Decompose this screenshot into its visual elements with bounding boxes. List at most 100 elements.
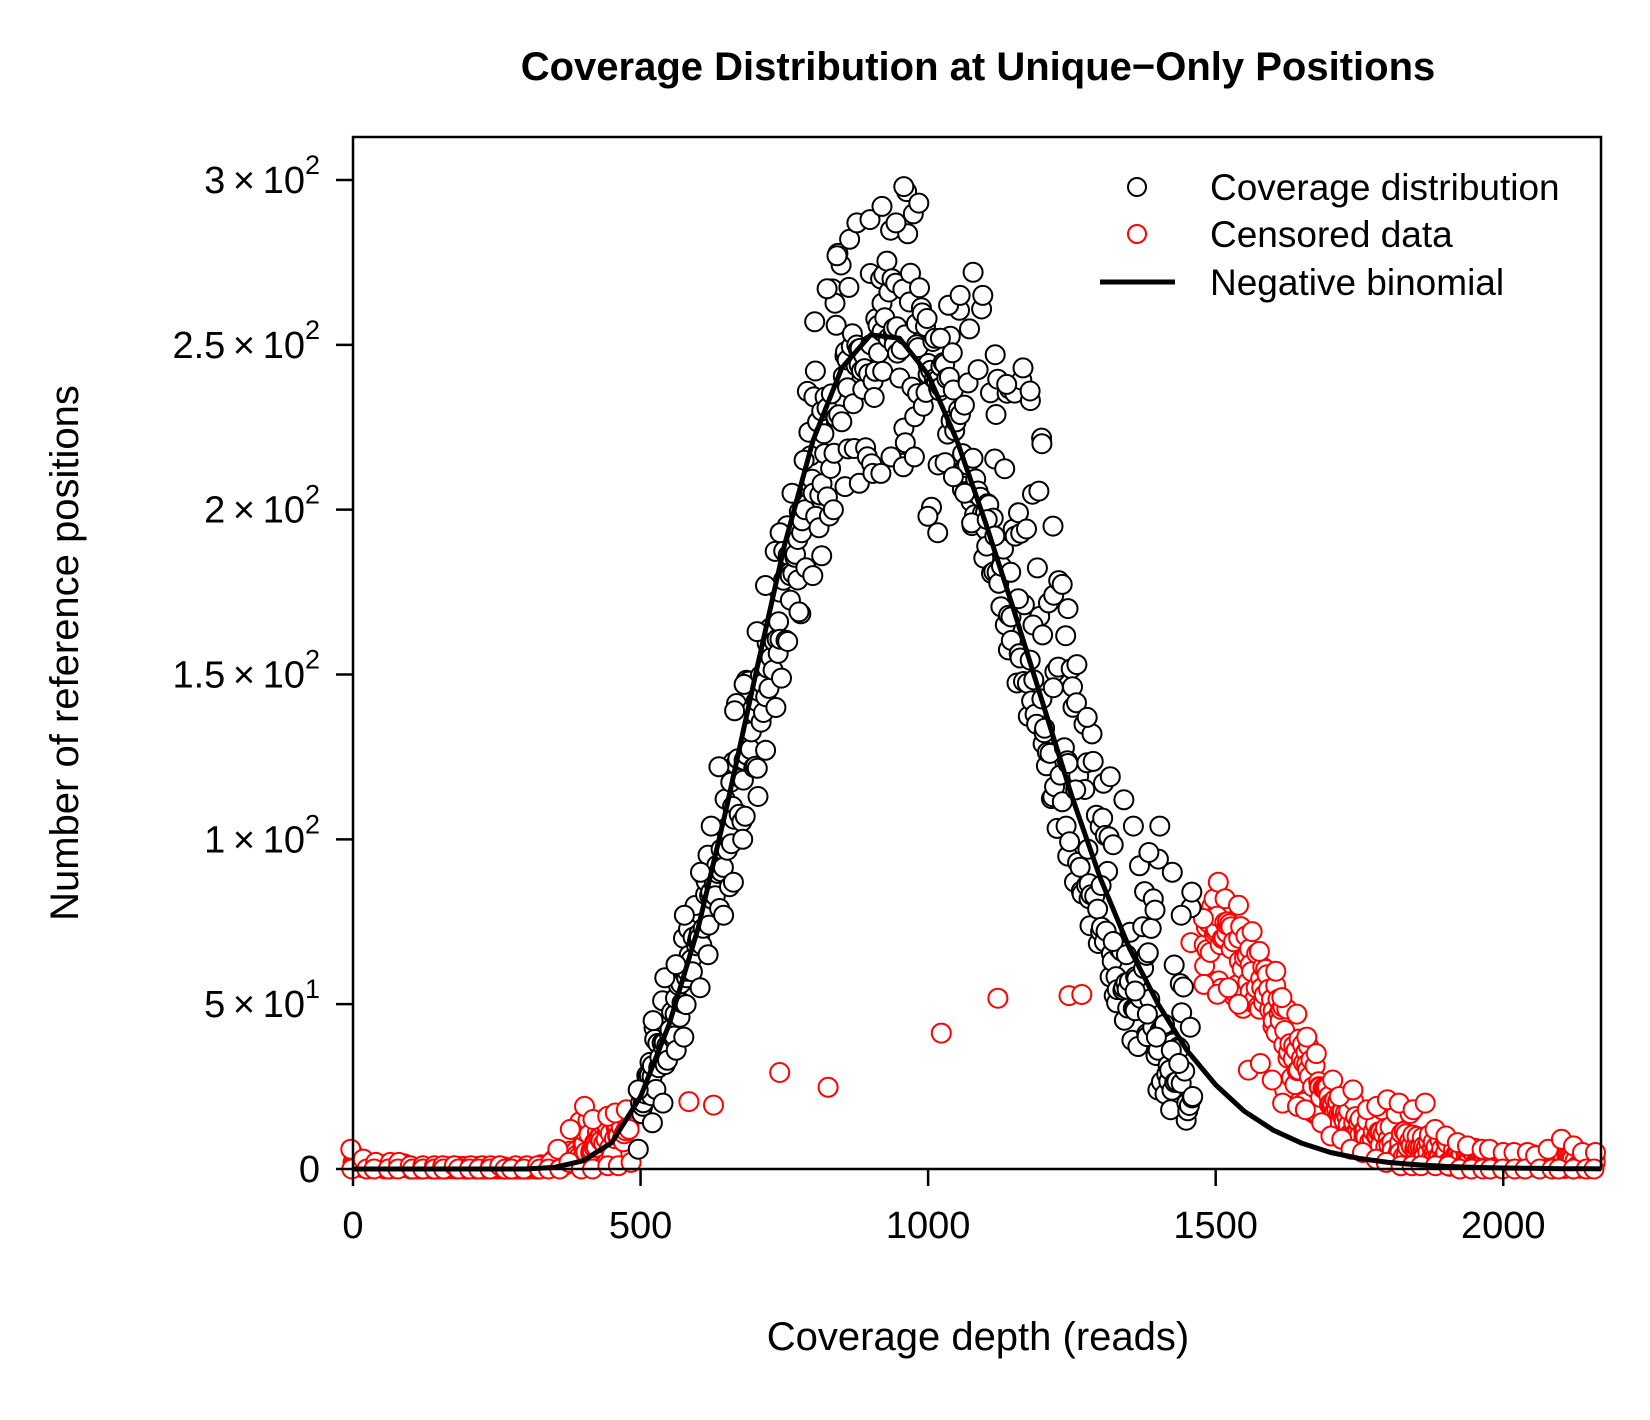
coverage-distribution-point [1172, 976, 1194, 998]
coverage-distribution-point [863, 387, 885, 408]
coverage-distribution-point [1149, 815, 1171, 837]
coverage-distribution-point [1102, 931, 1124, 952]
coverage-distribution-point [1163, 954, 1185, 976]
coverage-distribution-point [641, 1112, 663, 1134]
curve-layer [353, 332, 1602, 1172]
legend-label: Coverage distribution [1210, 167, 1560, 208]
coverage-distribution-point [1032, 624, 1054, 646]
coverage-distribution-point [732, 828, 754, 850]
coverage-distribution-point [697, 944, 719, 966]
x-tick-label: 1500 [1173, 1205, 1258, 1247]
coverage-distribution-point [1181, 881, 1203, 903]
coverage-distribution-point [1161, 861, 1183, 883]
y-tick-label: 3 × 102 [204, 150, 320, 202]
coverage-distribution-point [1026, 557, 1048, 579]
censored-data-point [1342, 1079, 1364, 1101]
censored-data-point [1265, 960, 1287, 982]
coverage-distribution-point [1122, 815, 1144, 837]
censored-data-point [1228, 993, 1250, 1015]
coverage-distribution-point [1113, 789, 1135, 811]
coverage-distribution-point [1145, 1026, 1167, 1048]
censored-data-point [1305, 1043, 1327, 1065]
censored-data-point [559, 1118, 581, 1140]
censored-data-point [1261, 1069, 1283, 1091]
coverage-distribution-point [1099, 766, 1121, 788]
y-tick-label: 2 × 102 [204, 480, 320, 532]
coverage-distribution-point [908, 192, 930, 214]
coverage-distribution-point [1076, 706, 1098, 728]
plot-frame [351, 135, 1603, 1171]
y-tick-label: 0 [299, 1149, 320, 1191]
coverage-distribution-point [1124, 980, 1146, 1002]
coverage-distribution-point [1057, 598, 1079, 620]
coverage-distribution-point [765, 697, 787, 718]
censored-data-point [1286, 1003, 1308, 1025]
coverage-distribution-point [842, 393, 864, 415]
legend-label: Censored data [1210, 214, 1453, 255]
coverage-distribution-point [1012, 357, 1034, 379]
coverage-distribution-point [722, 871, 744, 893]
coverage-distribution-point [811, 545, 833, 567]
coverage-distribution-point [734, 805, 756, 827]
legend-item: Censored data [1127, 214, 1453, 255]
coverage-distribution-point [724, 700, 746, 722]
coverage-distribution-point [1066, 654, 1088, 676]
coverage-distribution-point [1168, 1053, 1190, 1074]
coverage-distribution-point [927, 522, 949, 544]
censored-data-point [1249, 1053, 1271, 1074]
legend-item: Negative binomial [1100, 262, 1504, 303]
coverage-distribution-point [1051, 573, 1073, 595]
coverage-distribution-point [673, 904, 695, 926]
coverage-distribution-point [804, 311, 826, 333]
coverage-distribution-point [788, 601, 810, 623]
x-tick-label: 2000 [1461, 1205, 1546, 1247]
coverage-distribution-point [673, 1026, 695, 1048]
coverage-distribution-point [909, 277, 930, 299]
legend-marker [1127, 224, 1147, 244]
coverage-distribution-point [917, 505, 939, 527]
coverage-distribution-point [972, 284, 994, 306]
coverage-distribution-point [747, 786, 769, 807]
coverage-distribution-point [804, 360, 826, 382]
coverage-distribution-point [822, 499, 844, 521]
coverage-distribution-point [1019, 380, 1041, 402]
coverage-distribution-point [949, 284, 971, 306]
coverage-distribution-point [1082, 750, 1104, 772]
coverage-distribution-point [903, 446, 925, 468]
censored-data-point [1241, 921, 1263, 943]
coverage-distribution-point [1136, 1003, 1158, 1025]
y-tick-label: 5 × 101 [204, 974, 320, 1026]
censored-data-point [1296, 1026, 1318, 1048]
coverage-distribution-point [1140, 917, 1162, 939]
y-tick-label: 1.5 × 102 [172, 645, 320, 697]
coverage-distribution-point [825, 314, 847, 336]
coverage-distribution-point [1087, 898, 1109, 920]
coverage-distribution-point [689, 977, 711, 999]
censored-data-point [1071, 984, 1093, 1005]
coverage-distribution-point [996, 373, 1018, 395]
coverage-distribution-point [771, 667, 792, 689]
censored-data-point [1271, 987, 1293, 1009]
coverage-distribution-point [1182, 1086, 1204, 1107]
x-tick-label: 0 [342, 1205, 363, 1247]
coverage-distribution-point [627, 1138, 649, 1160]
coverage-distribution-point [642, 1010, 664, 1032]
coverage-distribution-point [802, 565, 824, 587]
coverage-distribution-point [994, 458, 1016, 480]
negative-binomial-curve [353, 332, 1602, 1172]
legend-marker [1127, 177, 1147, 197]
coverage-distribution-point [690, 861, 711, 883]
censored-data-point [1294, 1099, 1316, 1121]
x-axis: 0 500 1000 1500 2000 [342, 1169, 1546, 1247]
coverage-distribution-point [1144, 899, 1166, 921]
legend: Coverage distribution Censored data Negati… [1100, 167, 1560, 303]
coverage-distribution-point [876, 250, 898, 272]
coverage-distribution-point [831, 411, 853, 433]
coverage-distribution-point [984, 344, 1006, 366]
coverage-distribution-point [708, 756, 730, 778]
coverage-distribution-point [768, 611, 790, 633]
coverage-distribution-point [1092, 807, 1114, 829]
coverage-distribution-point [1059, 831, 1081, 853]
legend-item: Coverage distribution [1127, 167, 1560, 208]
y-tick-label: 1 × 102 [204, 809, 320, 861]
